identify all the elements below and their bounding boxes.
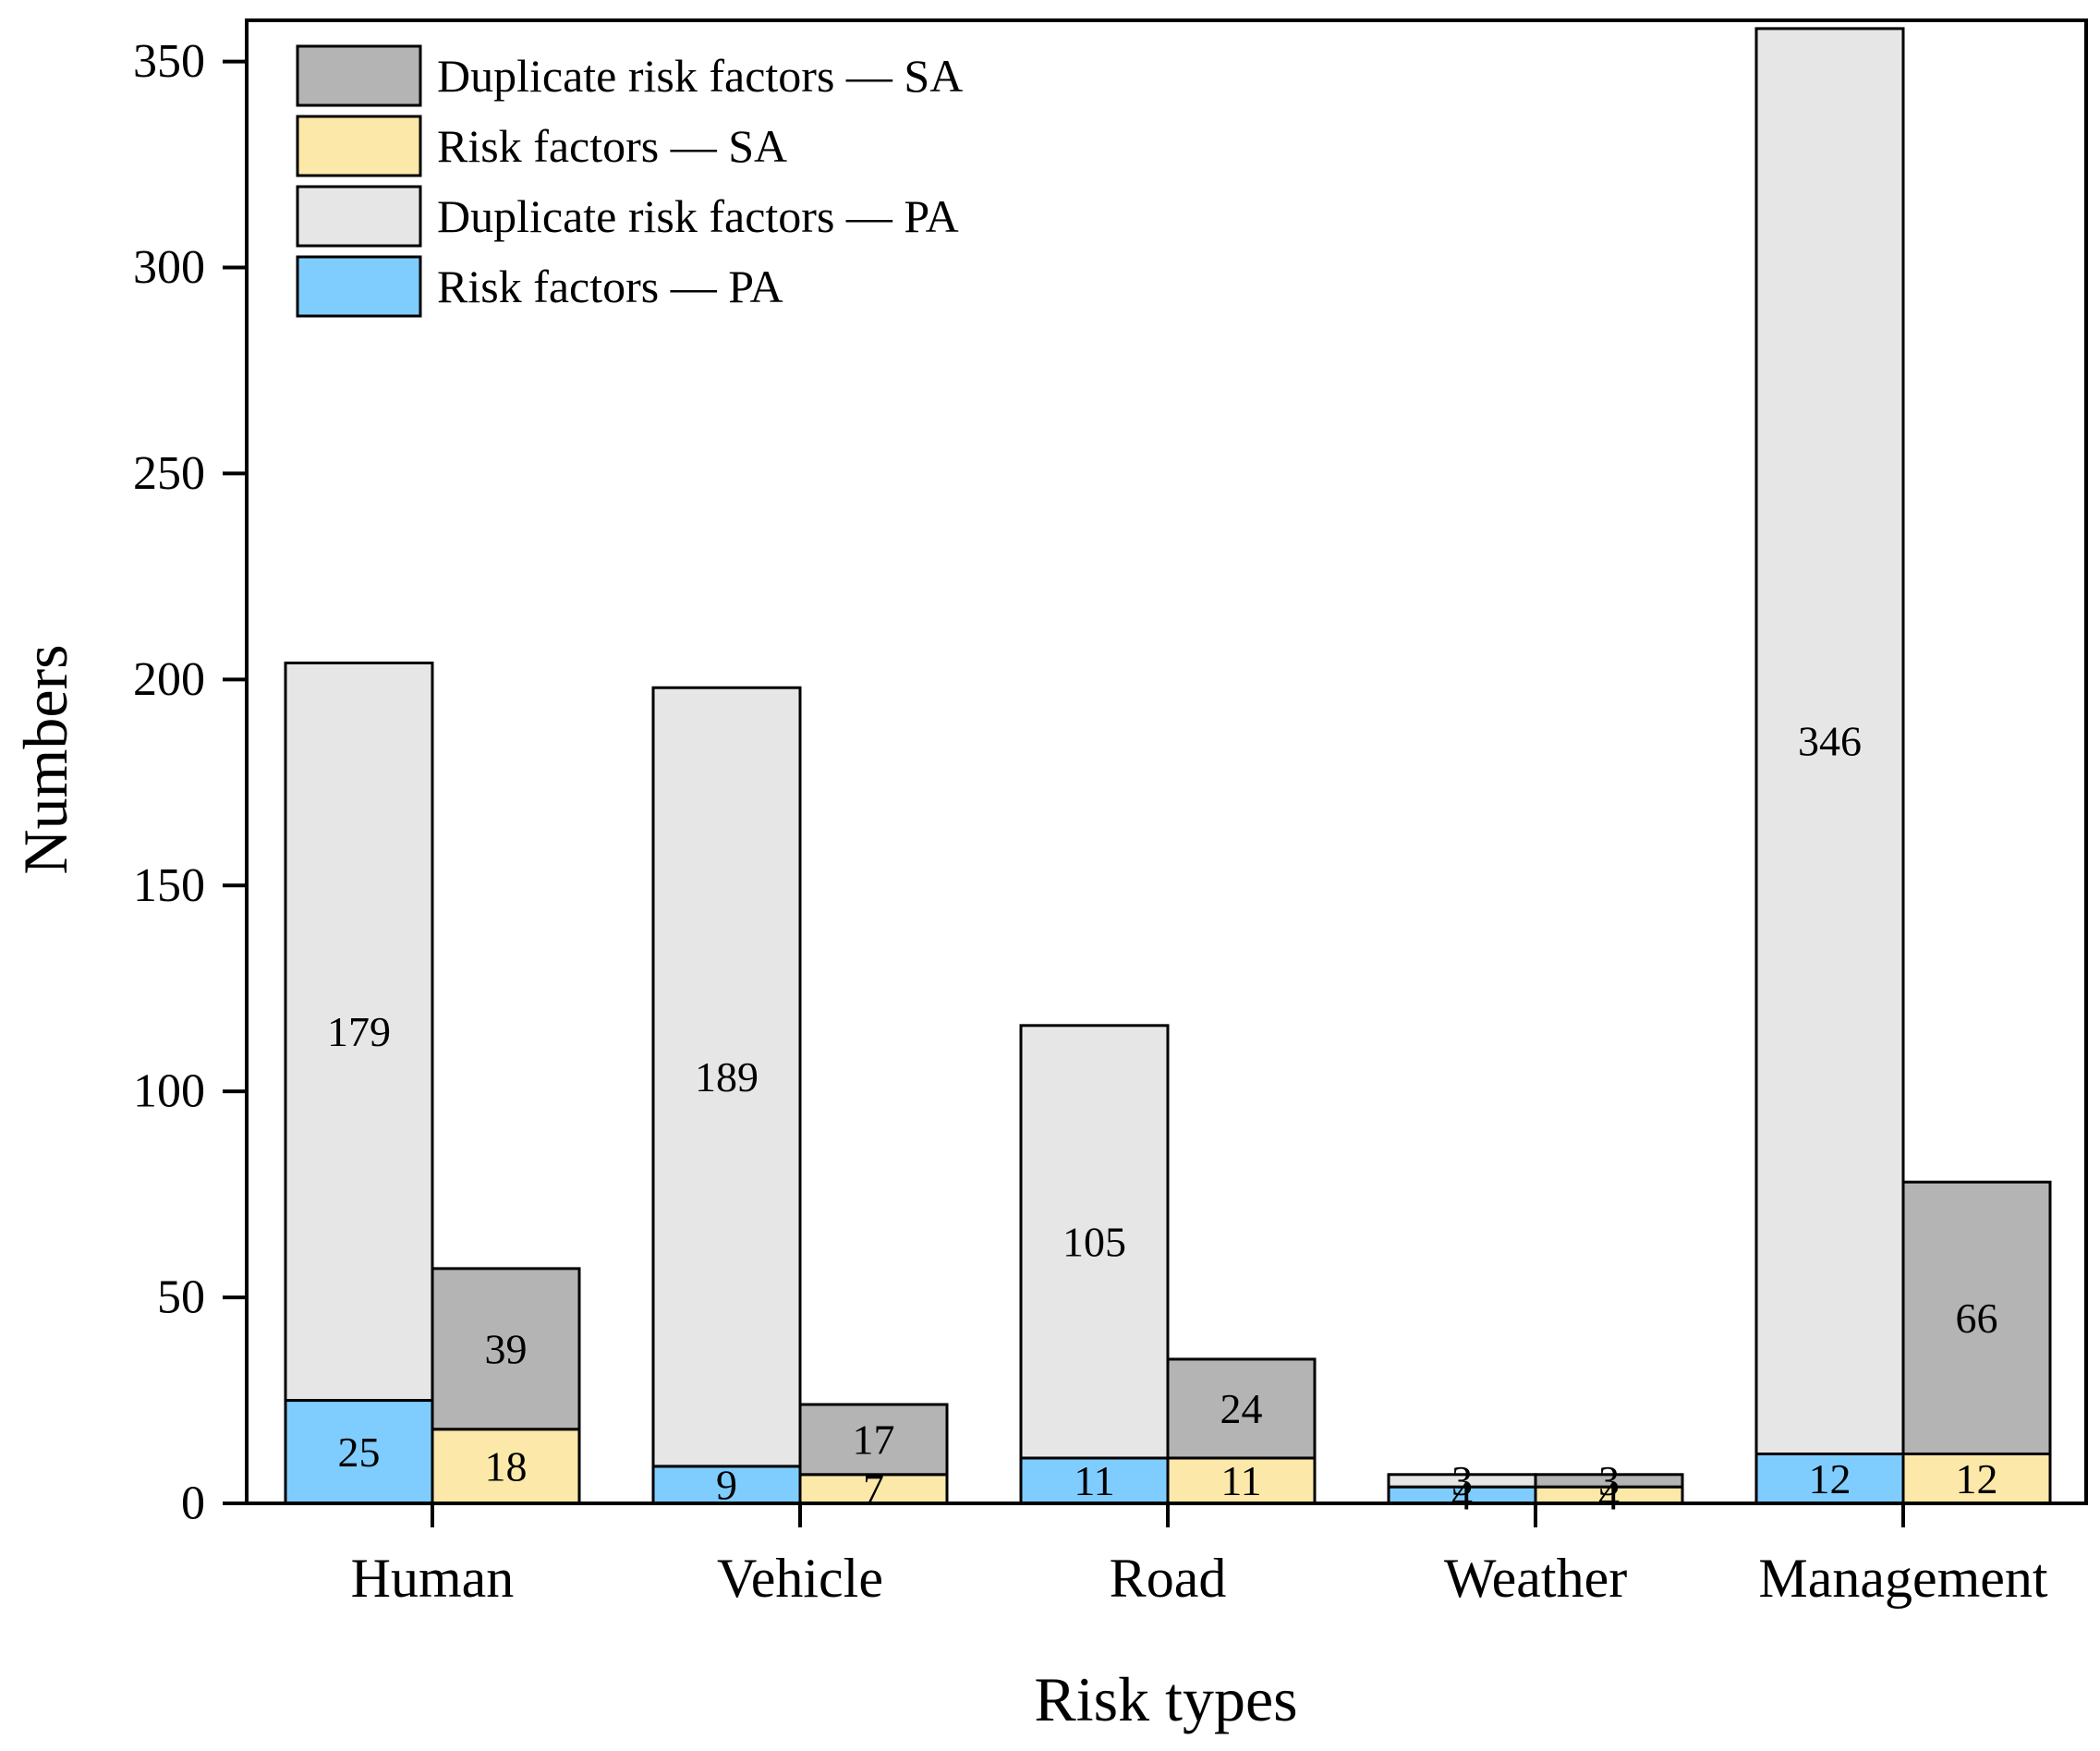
x-tick-label-management: Management [1758,1548,2048,1609]
legend-label-risk-factors-sa: Risk factors — SA [437,120,787,172]
x-tick-label-weather: Weather [1444,1548,1627,1609]
y-tick-label-250: 250 [133,447,205,500]
legend-swatch-risk-factors-pa [296,255,422,318]
data-label-human-sa-duplicate: 39 [485,1325,528,1372]
legend-swatch-risk-factors-sa [296,115,422,177]
data-label-vehicle-pa-risk: 9 [716,1461,737,1508]
y-tick-label-350: 350 [133,35,205,88]
bar-management-pa-duplicate [1754,27,1905,1456]
y-tick-label-100: 100 [133,1065,205,1118]
data-label-human-pa-duplicate: 179 [327,1008,391,1055]
y-tick-label-150: 150 [133,859,205,912]
bar-road-pa-duplicate [1019,1024,1170,1460]
y-tick-label-300: 300 [133,241,205,294]
bar-road-sa-duplicate [1166,1357,1317,1460]
data-label-weather-sa-risk: 4 [1598,1472,1620,1519]
legend-label-duplicate-risk-factors-sa: Duplicate risk factors — SA [437,50,963,102]
legend-label-risk-factors-pa: Risk factors — PA [437,261,783,312]
bar-weather-sa-duplicate [1534,1473,1684,1489]
data-label-weather-pa-risk: 4 [1451,1472,1473,1519]
data-label-management-sa-duplicate: 66 [1956,1295,1998,1342]
data-label-road-pa-duplicate: 105 [1062,1218,1126,1265]
y-tick-label-200: 200 [133,653,205,706]
data-label-human-pa-risk: 25 [338,1429,381,1476]
x-tick-label-road: Road [1110,1548,1227,1609]
legend-label-duplicate-risk-factors-pa: Duplicate risk factors — PA [437,190,959,242]
x-tick-label-human: Human [351,1548,515,1609]
bar-road-sa-risk [1166,1456,1317,1505]
x-axis-title: Risk types [1034,1664,1297,1734]
data-label-road-sa-duplicate: 24 [1220,1385,1263,1432]
legend-swatch-duplicate-risk-factors-sa [296,44,422,107]
data-label-road-pa-risk: 11 [1074,1457,1114,1504]
data-label-management-pa-duplicate: 346 [1798,718,1862,765]
y-tick-label-50: 50 [157,1271,205,1324]
y-tick-label-0: 0 [181,1477,205,1530]
data-label-management-sa-risk: 12 [1956,1455,1998,1502]
data-label-vehicle-sa-risk: 7 [863,1465,884,1513]
data-label-management-pa-risk: 12 [1809,1455,1851,1502]
data-label-weather-pa-duplicate: 3 [1451,1457,1473,1504]
data-label-road-sa-risk: 11 [1220,1457,1261,1504]
axes-layer: Human Vehicle Road Weather Management 0 50 100 1… [133,35,2048,1609]
x-tick-label-vehicle: Vehicle [717,1548,883,1609]
bar-vehicle-sa-duplicate [798,1403,949,1477]
data-label-weather-sa-duplicate: 3 [1598,1457,1620,1504]
bar-vehicle-pa-duplicate [651,686,802,1468]
data-label-vehicle-pa-duplicate: 189 [695,1053,759,1100]
bars-layer [284,27,2052,1505]
bar-management-sa-duplicate [1901,1180,2052,1455]
bar-human-pa-duplicate [284,662,434,1403]
bar-human-sa-duplicate [431,1267,581,1431]
bar-human-pa-risk [284,1399,434,1505]
data-label-human-sa-risk: 18 [485,1442,528,1490]
y-axis-title: Numbers [10,644,80,874]
data-label-vehicle-sa-duplicate: 17 [853,1416,895,1463]
legend-swatch-duplicate-risk-factors-pa [296,185,422,248]
legend: Duplicate risk factors — SA Risk factors … [296,44,963,318]
